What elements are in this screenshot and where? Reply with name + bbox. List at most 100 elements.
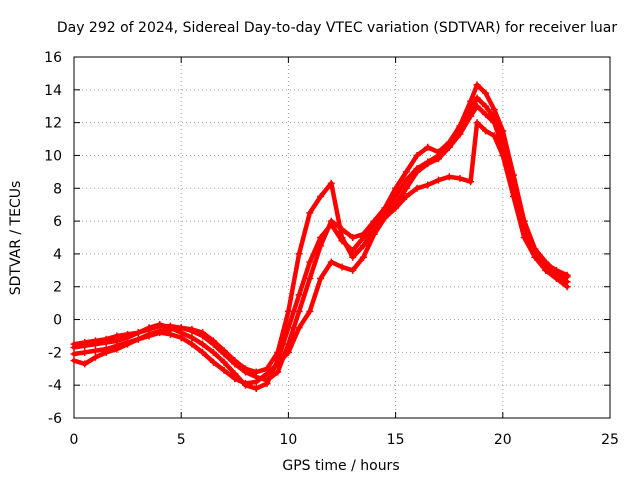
data-point [81, 360, 89, 368]
plot-frame [73, 56, 611, 419]
data-point [338, 234, 346, 241]
data-point [434, 155, 442, 163]
data-point [102, 335, 110, 343]
data-point [295, 291, 303, 299]
data-point [552, 266, 560, 274]
data-point [102, 348, 110, 356]
data-point [220, 358, 228, 366]
data-point [424, 160, 432, 168]
data-point [70, 350, 78, 358]
data-point [231, 375, 239, 383]
data-point [552, 275, 560, 283]
data-point [359, 253, 367, 261]
data-point [134, 335, 142, 343]
data-point [473, 81, 481, 89]
data-point [295, 324, 303, 332]
data-point [490, 114, 498, 122]
series-line [71, 120, 570, 386]
data-point [542, 260, 550, 268]
data-point [134, 329, 142, 337]
data-point [402, 176, 410, 184]
data-point [392, 184, 400, 192]
data-point [295, 307, 303, 315]
series-3 [70, 119, 571, 388]
data-point [252, 368, 260, 376]
data-point [490, 106, 498, 114]
y-tick-label: 8 [53, 181, 62, 197]
data-point [434, 176, 442, 184]
data-point [520, 234, 528, 241]
data-point [473, 94, 481, 102]
data-point [263, 376, 271, 384]
y-tick-label: -2 [48, 345, 62, 361]
axis-ticks: -6 -4 -2 0 2 4 6 8 10 12 14 16 0 5 10 15 20 25 [44, 50, 619, 448]
data-point [242, 365, 250, 373]
data-point [370, 217, 378, 225]
x-tick-label: 20 [494, 432, 512, 448]
data-point [327, 217, 335, 225]
data-point [70, 357, 78, 365]
data-point [482, 102, 490, 110]
y-tick-label: -6 [48, 411, 62, 427]
data-point [317, 242, 325, 250]
data-point [252, 378, 260, 386]
y-tick-label: 0 [53, 313, 62, 329]
data-marks [70, 81, 571, 392]
data-point [482, 110, 490, 118]
data-point [188, 325, 196, 333]
data-point [482, 127, 490, 135]
data-point [91, 353, 99, 361]
data-point [295, 250, 303, 258]
data-point [166, 322, 174, 330]
data-point [113, 332, 121, 340]
data-point [381, 204, 389, 212]
data-point [563, 271, 571, 279]
data-point [188, 340, 196, 348]
data-point [188, 334, 196, 342]
x-tick-label: 25 [601, 432, 619, 448]
data-point [413, 151, 421, 159]
data-point [490, 132, 498, 140]
data-point [467, 178, 475, 186]
y-tick-label: 10 [44, 148, 62, 164]
data-point [349, 253, 357, 261]
data-point [359, 242, 367, 250]
grid [74, 57, 610, 418]
y-tick-label: 14 [44, 83, 62, 99]
data-point [156, 329, 164, 337]
data-point [456, 124, 464, 132]
data-point [145, 325, 153, 333]
data-point [317, 275, 325, 283]
data-point [338, 263, 346, 271]
data-point [413, 184, 421, 192]
data-point [349, 266, 357, 274]
y-tick-label: 12 [44, 116, 62, 132]
data-point [91, 337, 99, 345]
data-point [445, 143, 453, 151]
data-point [199, 340, 207, 348]
data-point [252, 384, 260, 392]
y-tick-label: 6 [53, 214, 62, 230]
data-point [166, 330, 174, 338]
data-point [424, 181, 432, 189]
data-point [402, 184, 410, 192]
series-4 [70, 94, 571, 376]
data-point [327, 258, 335, 266]
data-point [145, 332, 153, 340]
data-point [392, 201, 400, 209]
data-point [199, 348, 207, 356]
y-tick-label: 4 [53, 247, 62, 263]
data-point [359, 230, 367, 238]
data-point [370, 225, 378, 233]
data-point [381, 212, 389, 220]
data-point [520, 220, 528, 228]
x-tick-label: 15 [387, 432, 405, 448]
data-point [413, 168, 421, 176]
x-tick-label: 10 [279, 432, 297, 448]
data-point [81, 348, 89, 356]
data-point [274, 368, 282, 376]
data-point [177, 324, 185, 332]
data-point [209, 348, 217, 356]
data-point [70, 340, 78, 348]
